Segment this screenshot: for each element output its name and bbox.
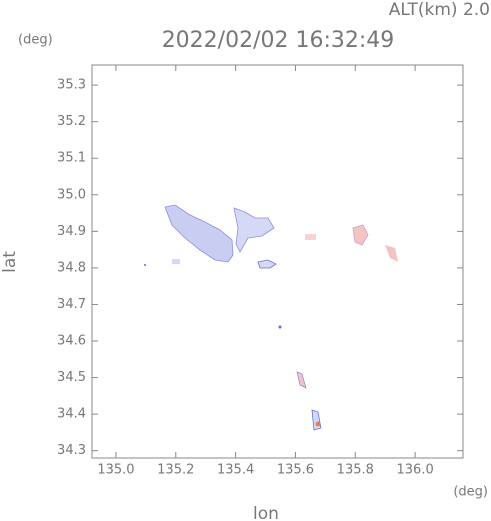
y-unit: (deg) — [18, 33, 53, 48]
x-tick-label: 135.6 — [277, 463, 314, 478]
radar-echoes — [144, 204, 398, 431]
chart-title: 2022/02/02 16:32:49 — [162, 28, 395, 53]
echo — [257, 259, 277, 269]
echo — [164, 204, 234, 263]
x-tick-label: 135.4 — [217, 463, 254, 478]
echo — [172, 259, 180, 264]
y-axis-label: lat — [0, 251, 20, 273]
y-tick-label: 34.8 — [57, 260, 86, 275]
y-tick-label: 35.0 — [57, 187, 86, 202]
y-tick-label: 34.7 — [57, 297, 86, 312]
echo — [233, 207, 275, 253]
x-unit: (deg) — [453, 485, 488, 500]
axes: 135.0 135.2 135.4 135.6 135.8 136.0 34.3 34.4 34… — [57, 65, 463, 478]
echo — [385, 245, 398, 262]
echo — [352, 224, 369, 246]
x-tick-label: 135.8 — [337, 463, 374, 478]
y-tick-label: 34.4 — [57, 407, 86, 422]
x-tick-label: 136.0 — [397, 463, 434, 478]
echo — [278, 325, 282, 329]
plot-frame — [91, 64, 464, 459]
x-tick-label: 135.2 — [157, 463, 194, 478]
x-tick-label: 135.0 — [97, 463, 134, 478]
y-tick-label: 34.9 — [57, 224, 86, 239]
altitude-label: ALT(km) 2.0 — [389, 0, 490, 20]
echo — [311, 409, 322, 431]
y-tick-label: 34.5 — [57, 370, 86, 385]
echo — [144, 264, 146, 266]
y-tick-label: 34.6 — [57, 334, 86, 349]
echo — [305, 234, 316, 240]
y-tick-label: 35.2 — [57, 114, 86, 129]
echo — [315, 421, 321, 427]
x-axis-label: lon — [253, 504, 279, 521]
y-tick-label: 35.3 — [57, 78, 86, 93]
echo — [296, 371, 307, 389]
y-tick-label: 34.3 — [57, 443, 86, 458]
y-tick-label: 35.1 — [57, 151, 86, 166]
